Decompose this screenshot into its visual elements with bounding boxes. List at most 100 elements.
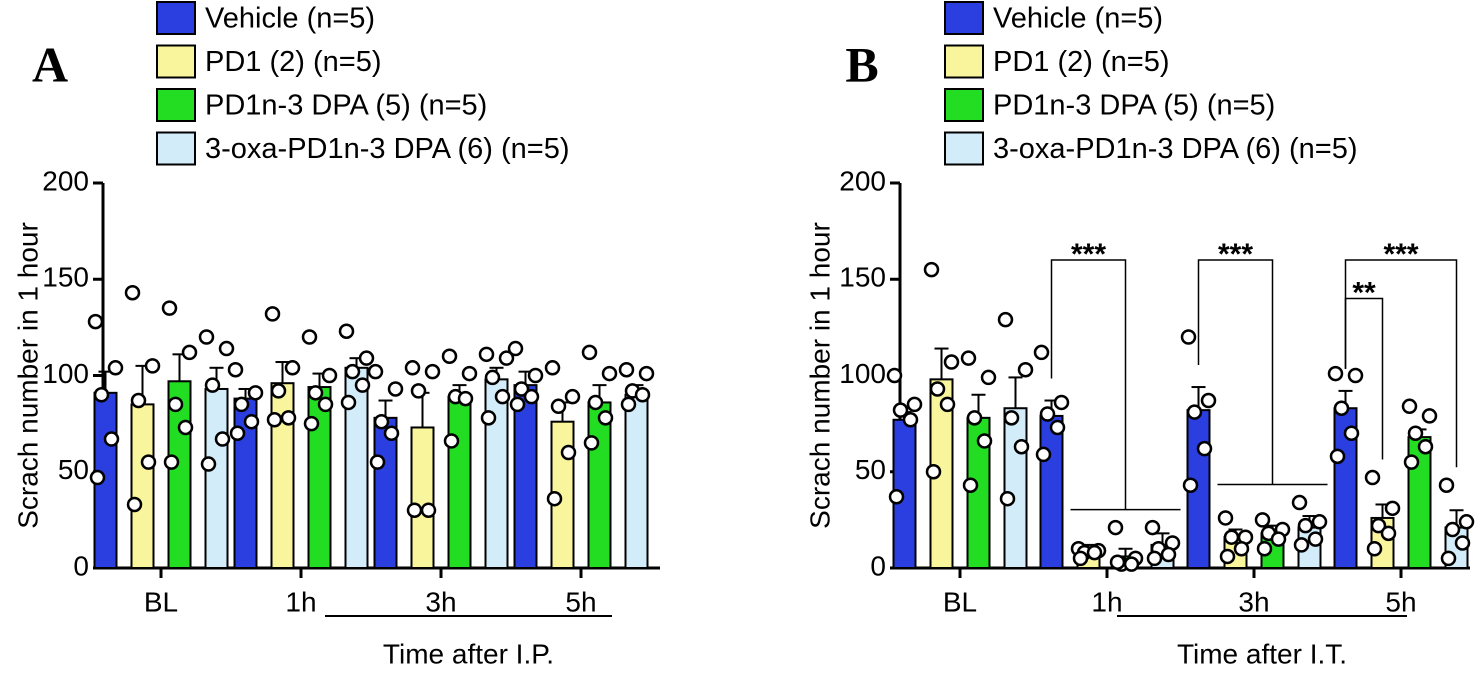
data-point xyxy=(1333,400,1350,416)
data-point xyxy=(198,329,215,345)
legend-label: Vehicle (n=5) xyxy=(993,3,1163,35)
y-tick-label: 100 xyxy=(839,358,886,389)
data-point xyxy=(130,392,147,409)
bar xyxy=(130,403,155,569)
x-tick-label: 1h xyxy=(1091,586,1122,617)
data-point xyxy=(997,311,1014,328)
data-point xyxy=(1401,398,1418,415)
x-axis-label: Time after I.P. xyxy=(383,638,554,669)
data-point xyxy=(1417,438,1434,455)
data-point xyxy=(939,396,956,413)
data-point xyxy=(943,354,960,370)
data-point xyxy=(1440,550,1457,567)
data-point xyxy=(177,419,194,436)
data-point xyxy=(618,361,635,378)
bar xyxy=(204,387,229,569)
data-point xyxy=(461,365,478,382)
data-point xyxy=(1144,519,1161,536)
data-point xyxy=(303,415,320,432)
data-point xyxy=(301,329,318,345)
data-point xyxy=(247,385,264,401)
data-point xyxy=(1384,500,1401,517)
data-point xyxy=(564,388,581,405)
significance-label: *** xyxy=(1383,238,1418,271)
data-point xyxy=(144,358,161,374)
data-point xyxy=(966,410,983,426)
significance-label: *** xyxy=(1071,238,1106,271)
data-point xyxy=(484,369,501,386)
data-point xyxy=(1146,550,1163,567)
y-tick-label: 0 xyxy=(870,550,886,581)
data-point xyxy=(89,469,106,486)
data-point xyxy=(270,383,287,399)
data-point xyxy=(107,360,124,376)
data-point xyxy=(284,360,301,376)
data-point xyxy=(227,361,244,378)
data-point xyxy=(264,306,281,322)
x-tick-label: 3h xyxy=(1238,586,1269,617)
data-point xyxy=(1458,514,1475,530)
significance-label: ** xyxy=(1352,276,1376,309)
bar xyxy=(624,393,649,569)
data-point xyxy=(93,387,110,403)
x-tick-label: 5h xyxy=(1385,586,1416,617)
data-point xyxy=(1180,329,1197,345)
data-point xyxy=(1270,531,1287,547)
data-point xyxy=(1438,477,1455,493)
data-point xyxy=(167,396,184,413)
x-tick-label: 1h xyxy=(285,586,316,617)
data-point xyxy=(1407,425,1424,441)
data-point xyxy=(229,425,246,441)
data-point xyxy=(1297,517,1314,534)
data-point xyxy=(980,369,997,386)
data-point xyxy=(513,381,530,397)
data-point xyxy=(204,377,221,393)
data-point xyxy=(140,454,157,470)
data-point xyxy=(601,365,618,382)
data-point xyxy=(358,350,375,366)
data-point xyxy=(1347,367,1364,384)
data-point xyxy=(1003,410,1020,426)
data-point xyxy=(929,381,946,397)
data-point xyxy=(1329,448,1346,465)
data-point xyxy=(923,261,940,278)
data-point xyxy=(161,300,178,316)
data-point xyxy=(976,433,993,449)
data-point xyxy=(544,360,561,376)
x-tick-label: 5h xyxy=(565,586,596,617)
data-point xyxy=(340,394,357,411)
data-point xyxy=(638,365,655,382)
legend-label: PD1 (2) (n=5) xyxy=(993,46,1169,78)
data-point xyxy=(280,410,297,426)
data-point xyxy=(420,502,437,518)
data-point xyxy=(214,431,231,447)
data-point xyxy=(1343,425,1360,441)
data-point xyxy=(404,360,421,376)
data-point xyxy=(406,502,423,518)
data-point xyxy=(1421,408,1438,424)
legend-label: PD1 (2) (n=5) xyxy=(205,46,381,78)
bar xyxy=(1003,407,1028,569)
legend-label: 3-oxa-PD1n-3 DPA (6) (n=5) xyxy=(993,133,1358,165)
data-point xyxy=(560,444,577,461)
data-point xyxy=(962,477,979,493)
y-tick-label: 50 xyxy=(855,454,886,485)
data-point xyxy=(457,390,474,407)
data-point xyxy=(1200,392,1217,409)
data-point xyxy=(1033,344,1050,361)
data-point xyxy=(507,340,524,357)
legend-label: PD1n-3 DPA (5) (n=5) xyxy=(205,90,487,122)
data-point xyxy=(424,363,441,380)
data-point xyxy=(1256,541,1273,557)
data-point xyxy=(1035,446,1052,463)
panel-label: B xyxy=(845,36,878,92)
legend-swatch xyxy=(156,44,196,79)
data-point xyxy=(1013,438,1030,455)
bar xyxy=(513,384,538,569)
x-axis-label: Time after I.T. xyxy=(1177,638,1347,669)
data-point xyxy=(1454,535,1471,551)
data-point xyxy=(338,323,355,339)
data-point xyxy=(509,396,526,413)
data-point xyxy=(1049,419,1066,436)
data-point xyxy=(87,313,104,330)
